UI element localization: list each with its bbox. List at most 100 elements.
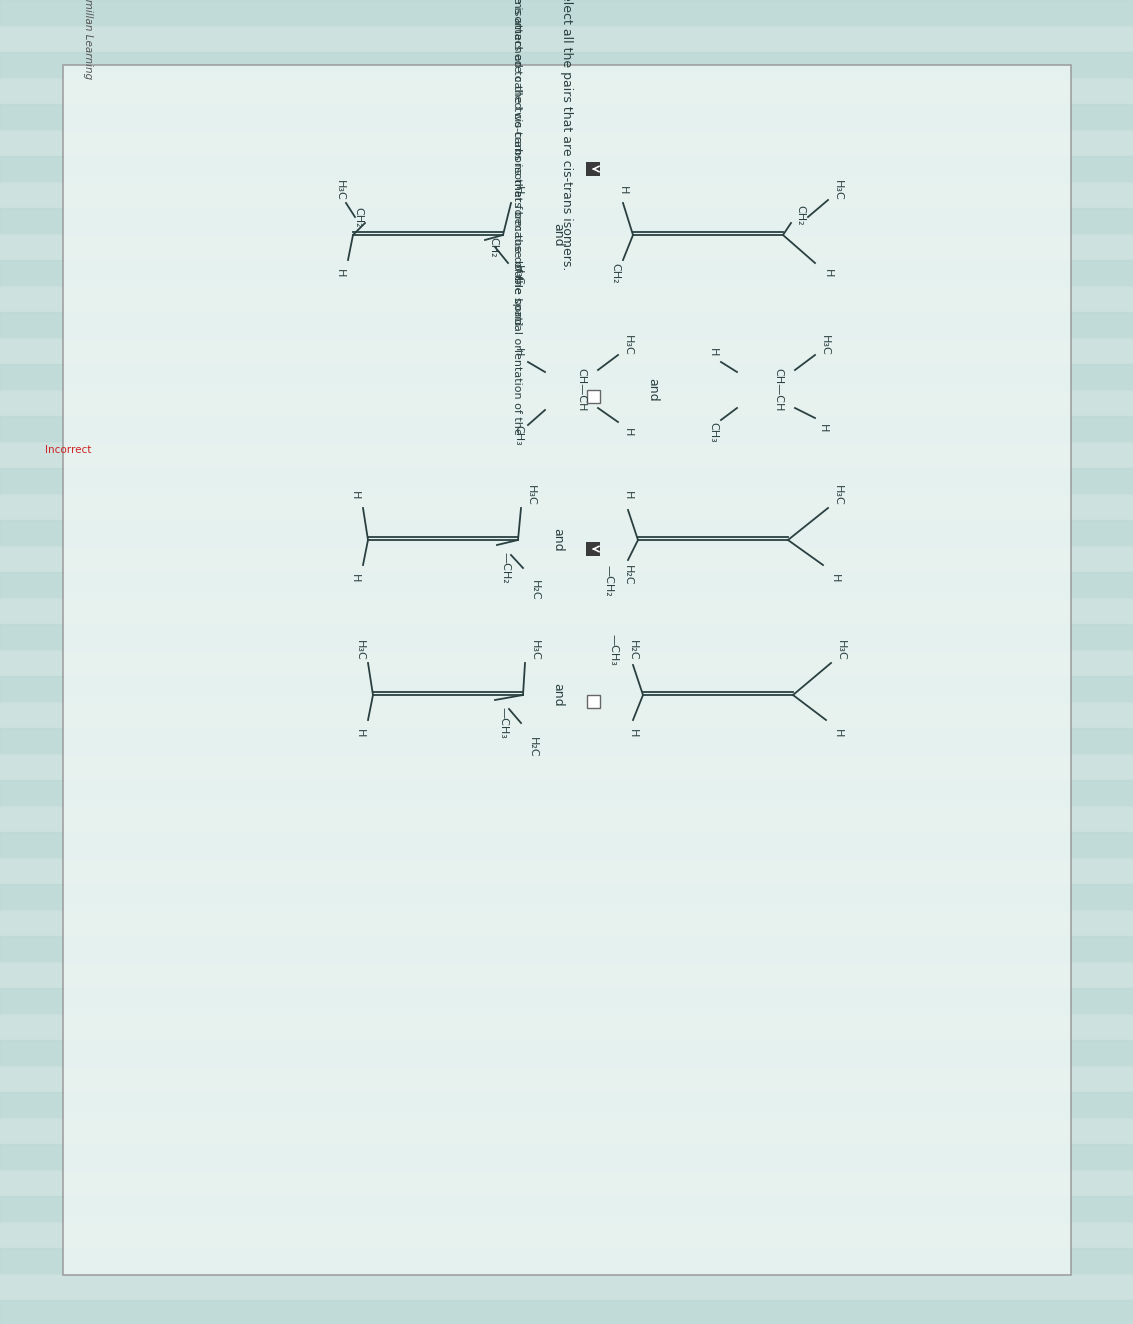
Bar [0,1170,1133,1196]
Bar [0,467,1133,494]
Text: H: H [350,573,360,583]
Bar [0,1039,1133,1066]
Bar [0,988,1133,1014]
Bar [586,162,600,176]
Text: H: H [623,491,633,499]
Bar [0,442,1133,467]
Bar [0,234,1133,260]
Text: H₂C: H₂C [530,580,540,601]
Text: H₃C: H₃C [833,180,843,200]
Text: H₃C: H₃C [820,335,830,355]
Text: H₃C: H₃C [833,485,843,506]
Text: H₃C: H₃C [526,485,536,506]
Text: H₂C: H₂C [623,565,633,585]
Text: H: H [355,728,365,737]
Text: CH₂: CH₂ [795,205,806,225]
Bar [0,286,1133,312]
Text: H: H [833,728,843,737]
Bar [0,312,1133,338]
Text: —CH₃: —CH₃ [499,707,508,739]
Bar [0,26,1133,52]
Bar [0,910,1133,936]
Bar [0,753,1133,780]
Bar [0,1117,1133,1144]
Bar [0,520,1133,545]
Bar [0,416,1133,442]
Text: H: H [818,424,828,432]
Text: © Macmillan Learning: © Macmillan Learning [83,0,93,79]
Bar [0,624,1133,650]
Bar [0,936,1133,963]
Bar [63,65,1071,1275]
Bar [0,650,1133,677]
Bar [0,260,1133,286]
Bar [0,0,1133,26]
Bar [586,542,600,556]
Bar [0,1144,1133,1170]
Bar [0,1092,1133,1117]
Text: H: H [830,573,840,583]
Text: H₃C: H₃C [530,639,540,661]
Bar [0,1274,1133,1300]
Text: and: and [647,379,659,401]
Text: H: H [823,269,833,277]
Text: H₃C: H₃C [623,335,633,355]
Text: CH—CH: CH—CH [576,368,586,412]
Bar [0,677,1133,702]
Text: CH₂: CH₂ [353,207,363,228]
Bar [0,1222,1133,1249]
Bar [0,364,1133,391]
Bar [0,598,1133,624]
Text: H: H [513,348,523,356]
Bar [0,545,1133,572]
Text: H: H [350,491,360,499]
Bar [0,52,1133,78]
Text: H₃C: H₃C [836,639,846,661]
Text: CH₃: CH₃ [708,421,718,442]
Text: H₂C: H₂C [528,737,538,757]
Text: H₃C: H₃C [355,639,365,661]
Bar [0,780,1133,806]
Bar [0,156,1133,181]
Bar [0,130,1133,156]
Bar [0,858,1133,884]
Bar [0,78,1133,105]
Text: H: H [617,185,628,195]
Text: —CH₃: —CH₃ [608,634,617,666]
Bar [0,338,1133,364]
Bar [0,702,1133,728]
Text: Geometric isomers occur in some alkenes. These isomers are called cis-trans isom: Geometric isomers occur in some alkenes.… [512,0,522,434]
Text: CH—CH: CH—CH [773,368,783,412]
Bar [0,105,1133,130]
Text: CH₃: CH₃ [513,425,523,445]
Bar [0,572,1133,598]
Text: H: H [335,269,346,277]
Bar [0,806,1133,831]
Text: atoms or groups of atoms attached to the two carbons that form the double bond.: atoms or groups of atoms attached to the… [512,0,522,330]
Bar [0,181,1133,208]
Text: H₃C: H₃C [335,180,346,200]
Text: H: H [628,728,638,737]
Text: H: H [513,185,523,195]
Text: H: H [623,428,633,436]
Text: H: H [708,348,718,356]
Bar [0,391,1133,416]
Bar [0,1249,1133,1274]
Bar [0,884,1133,910]
Text: H₂C: H₂C [628,639,638,661]
Text: CH₂: CH₂ [488,237,499,257]
Bar [0,1014,1133,1039]
Bar [587,391,600,402]
Text: CH₂: CH₂ [610,262,620,283]
Bar [0,963,1133,988]
Text: and: and [552,683,564,707]
Text: and: and [552,224,564,246]
Text: and: and [552,528,564,552]
Bar [587,695,600,708]
Text: Select all the pairs that are cis-trans isomers.: Select all the pairs that are cis-trans … [561,0,573,270]
Text: —CH₂: —CH₂ [603,565,613,597]
Bar [0,1300,1133,1324]
Bar [0,494,1133,520]
Bar [0,728,1133,753]
Bar [0,1066,1133,1092]
